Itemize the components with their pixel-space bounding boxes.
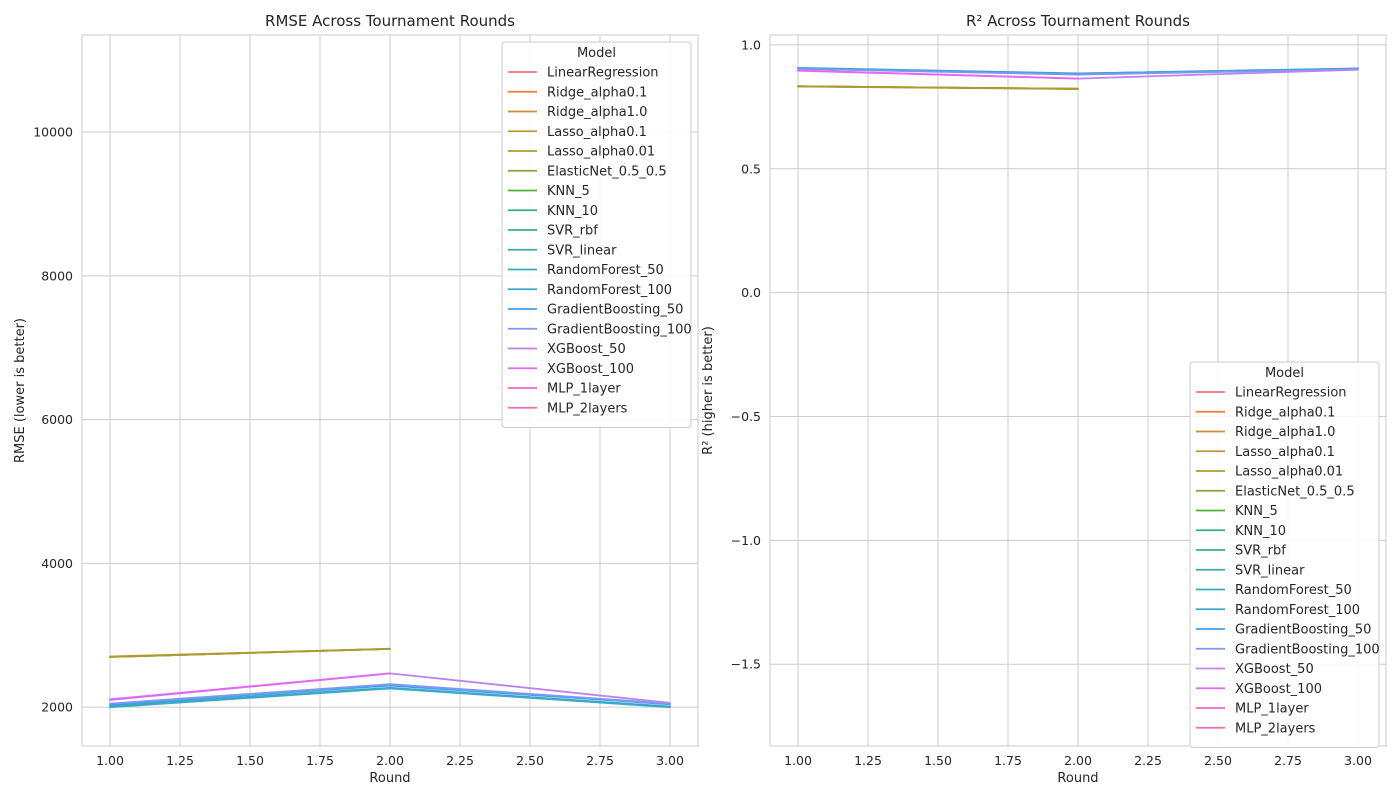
r2-series-lines: [797, 67, 1359, 90]
rmse-legend-label-ridge-alpha1-0: Ridge_alpha1.0: [547, 105, 647, 120]
rmse-y-tick-label: 4000: [41, 556, 73, 571]
rmse-legend-label-lasso-alpha0-01: Lasso_alpha0.01: [547, 145, 655, 160]
r2-legend-label-linearregression: LinearRegression: [1235, 386, 1347, 401]
rmse-x-tick-label: 3.00: [656, 753, 684, 768]
rmse-legend-label-lasso-alpha0-1: Lasso_alpha0.1: [547, 125, 647, 140]
r2-legend-label-svr-rbf: SVR_rbf: [1235, 544, 1286, 559]
r2-y-axis-label: R² (higher is better): [701, 326, 716, 455]
r2-legend-label-gradientboosting-50: GradientBoosting_50: [1235, 623, 1371, 638]
r2-legend: Model LinearRegression Ridge_alpha0.1 Ridge…: [1189, 361, 1380, 748]
r2-legend-label-ridge-alpha0-1: Ridge_alpha0.1: [1235, 405, 1335, 420]
rmse-legend: Model LinearRegression Ridge_alpha0.1 Ridge…: [501, 41, 692, 428]
rmse-x-axis-label: Round: [369, 771, 410, 786]
rmse-legend-label-xgboost-100: XGBoost_100: [547, 362, 634, 377]
r2-legend-label-lasso-alpha0-1: Lasso_alpha0.1: [1235, 445, 1335, 460]
r2-legend-title: Model: [1265, 366, 1304, 381]
rmse-legend-label-elasticnet-0-5-0-5: ElasticNet_0.5_0.5: [547, 164, 667, 179]
rmse-legend-label-gradientboosting-100: GradientBoosting_100: [547, 322, 692, 337]
rmse-x-tick-label: 2.50: [516, 753, 544, 768]
rmse-y-tick-label: 10000: [33, 125, 73, 140]
rmse-legend-label-gradientboosting-50: GradientBoosting_50: [547, 303, 683, 318]
rmse-chart-title: RMSE Across Tournament Rounds: [265, 12, 515, 30]
rmse-legend-label-linearregression: LinearRegression: [547, 66, 659, 81]
rmse-legend-label-xgboost-50: XGBoost_50: [547, 342, 626, 357]
rmse-series-lines: [109, 647, 671, 709]
rmse-legend-label-mlp-1layer: MLP_1layer: [547, 382, 621, 397]
r2-y-tick-label: −1.5: [731, 657, 761, 672]
rmse-x-tick-label: 2.00: [376, 753, 404, 768]
r2-x-tick-label: 1.75: [994, 753, 1022, 768]
r2-legend-label-knn-5: KNN_5: [1235, 504, 1278, 519]
r2-x-tick-label: 2.00: [1064, 753, 1092, 768]
rmse-x-tick-label: 1.25: [166, 753, 194, 768]
rmse-legend-label-mlp-2layers: MLP_2layers: [547, 401, 628, 416]
r2-legend-label-randomforest-100: RandomForest_100: [1235, 603, 1360, 618]
rmse-legend-label-randomforest-50: RandomForest_50: [547, 263, 664, 278]
rmse-series-line-gradientboosting-50: [109, 684, 671, 706]
rmse-legend-label-svr-rbf: SVR_rbf: [547, 224, 598, 239]
r2-legend-box: [1189, 361, 1380, 748]
r2-y-tick-label: 1.0: [741, 37, 761, 52]
rmse-plot-frame: [81, 34, 699, 747]
r2-x-tick-label: 1.25: [854, 753, 882, 768]
rmse-legend-label-knn-10: KNN_10: [547, 204, 598, 219]
r2-legend-label-mlp-1layer: MLP_1layer: [1235, 702, 1309, 717]
r2-legend-label-gradientboosting-100: GradientBoosting_100: [1235, 642, 1380, 657]
r2-y-tick-label: 0.5: [741, 161, 761, 176]
r2-y-tick-label: −1.0: [731, 533, 761, 548]
rmse-legend-box: [501, 41, 692, 428]
r2-chart: 1.00 1.25 1.50 1.75 2.00 2.25 2.50 2.75 3.00 1.0 0…: [701, 12, 1387, 786]
r2-y-tick-label: −0.5: [731, 409, 761, 424]
r2-legend-label-elasticnet-0-5-0-5: ElasticNet_0.5_0.5: [1235, 484, 1355, 499]
r2-legend-label-xgboost-100: XGBoost_100: [1235, 682, 1322, 697]
r2-x-axis-label: Round: [1057, 771, 1098, 786]
r2-tick-labels: 1.00 1.25 1.50 1.75 2.00 2.25 2.50 2.75 3.00 1.0 0…: [731, 37, 1372, 768]
rmse-x-tick-label: 2.75: [586, 753, 614, 768]
rmse-legend-label-ridge-alpha0-1: Ridge_alpha0.1: [547, 85, 647, 100]
rmse-y-tick-label: 2000: [41, 700, 73, 715]
rmse-legend-label-knn-5: KNN_5: [547, 184, 590, 199]
rmse-x-tick-label: 1.00: [96, 753, 124, 768]
r2-series-line-xgboost-100: [797, 69, 1079, 80]
r2-x-tick-label: 2.25: [1134, 753, 1162, 768]
r2-legend-label-knn-10: KNN_10: [1235, 524, 1286, 539]
r2-legend-label-svr-linear: SVR_linear: [1235, 563, 1305, 578]
r2-legend-label-lasso-alpha0-01: Lasso_alpha0.01: [1235, 465, 1343, 480]
rmse-series-line-xgboost-100: [109, 672, 391, 701]
r2-legend-label-xgboost-50: XGBoost_50: [1235, 662, 1314, 677]
r2-series-line-lasso-alpha0-01: [797, 85, 1079, 90]
r2-x-tick-label: 1.50: [924, 753, 952, 768]
rmse-chart: 1.00 1.25 1.50 1.75 2.00 2.25 2.50 2.75 3.00 2000…: [13, 12, 699, 786]
r2-series-line-gradientboosting-100: [797, 68, 1359, 76]
rmse-y-axis-label: RMSE (lower is better): [13, 318, 28, 463]
rmse-legend-label-randomforest-100: RandomForest_100: [547, 283, 672, 298]
rmse-series-line-randomforest-100: [109, 687, 671, 709]
rmse-x-tick-label: 1.50: [236, 753, 264, 768]
r2-legend-label-randomforest-50: RandomForest_50: [1235, 583, 1352, 598]
r2-plot-frame: [769, 34, 1387, 747]
rmse-y-tick-label: 6000: [41, 412, 73, 427]
r2-chart-title: R² Across Tournament Rounds: [966, 12, 1190, 30]
rmse-x-tick-label: 1.75: [306, 753, 334, 768]
rmse-x-tick-label: 2.25: [446, 753, 474, 768]
r2-legend-label-ridge-alpha1-0: Ridge_alpha1.0: [1235, 425, 1335, 440]
r2-x-tick-label: 2.50: [1204, 753, 1232, 768]
rmse-legend-label-svr-linear: SVR_linear: [547, 243, 617, 258]
rmse-tick-labels: 1.00 1.25 1.50 1.75 2.00 2.25 2.50 2.75 3.00 2000…: [33, 125, 684, 768]
r2-x-tick-label: 1.00: [784, 753, 812, 768]
r2-x-tick-label: 3.00: [1344, 753, 1372, 768]
r2-y-tick-label: 0.0: [741, 285, 761, 300]
rmse-legend-title: Model: [577, 46, 616, 61]
r2-legend-label-mlp-2layers: MLP_2layers: [1235, 721, 1316, 736]
r2-x-tick-label: 2.75: [1274, 753, 1302, 768]
rmse-series-line-lasso-alpha0-01: [109, 648, 391, 658]
rmse-y-tick-label: 8000: [41, 268, 73, 283]
rmse-series-line-gradientboosting-100: [109, 683, 671, 705]
